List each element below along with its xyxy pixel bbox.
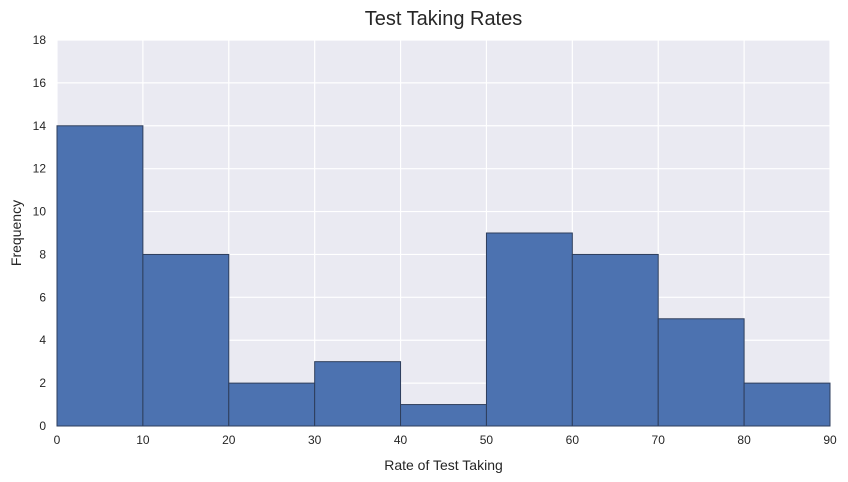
- y-tick-label: 16: [33, 76, 47, 90]
- x-tick-label: 50: [480, 433, 494, 447]
- y-tick-label: 14: [33, 119, 47, 133]
- y-tick-label: 2: [39, 376, 46, 390]
- x-tick-label: 90: [823, 433, 837, 447]
- x-tick-label: 60: [566, 433, 580, 447]
- y-tick-label: 12: [33, 162, 47, 176]
- histogram-bar: [228, 382, 316, 427]
- y-tick-label: 4: [39, 333, 46, 347]
- histogram-bar: [743, 382, 831, 427]
- histogram-bar: [400, 404, 487, 427]
- histogram-bar: [56, 125, 144, 427]
- histogram-bar: [142, 253, 230, 427]
- histogram-bar: [314, 361, 402, 427]
- chart-title: Test Taking Rates: [365, 8, 523, 30]
- x-tick-label: 10: [136, 433, 150, 447]
- x-axis-label: Rate of Test Taking: [384, 457, 503, 473]
- y-tick-label: 18: [33, 33, 47, 47]
- x-axis-ticks: 0 10 20 30 40 50 60 70 80 90: [54, 433, 837, 447]
- x-tick-label: 80: [737, 433, 751, 447]
- x-tick-label: 70: [652, 433, 666, 447]
- y-axis-label: Frequency: [8, 200, 24, 266]
- x-tick-label: 30: [308, 433, 322, 447]
- y-tick-label: 6: [39, 290, 46, 304]
- y-tick-label: 0: [39, 419, 46, 433]
- x-tick-label: 20: [222, 433, 236, 447]
- x-tick-label: 40: [394, 433, 408, 447]
- y-tick-label: 10: [33, 205, 47, 219]
- bars: [56, 125, 831, 427]
- histogram-bar: [657, 318, 745, 427]
- histogram-bar: [571, 253, 659, 427]
- histogram-bar: [485, 232, 573, 427]
- y-axis-ticks: 0 2 4 6 8 10 12 14 16 18: [33, 33, 47, 433]
- x-tick-label: 0: [54, 433, 61, 447]
- y-tick-label: 8: [39, 247, 46, 261]
